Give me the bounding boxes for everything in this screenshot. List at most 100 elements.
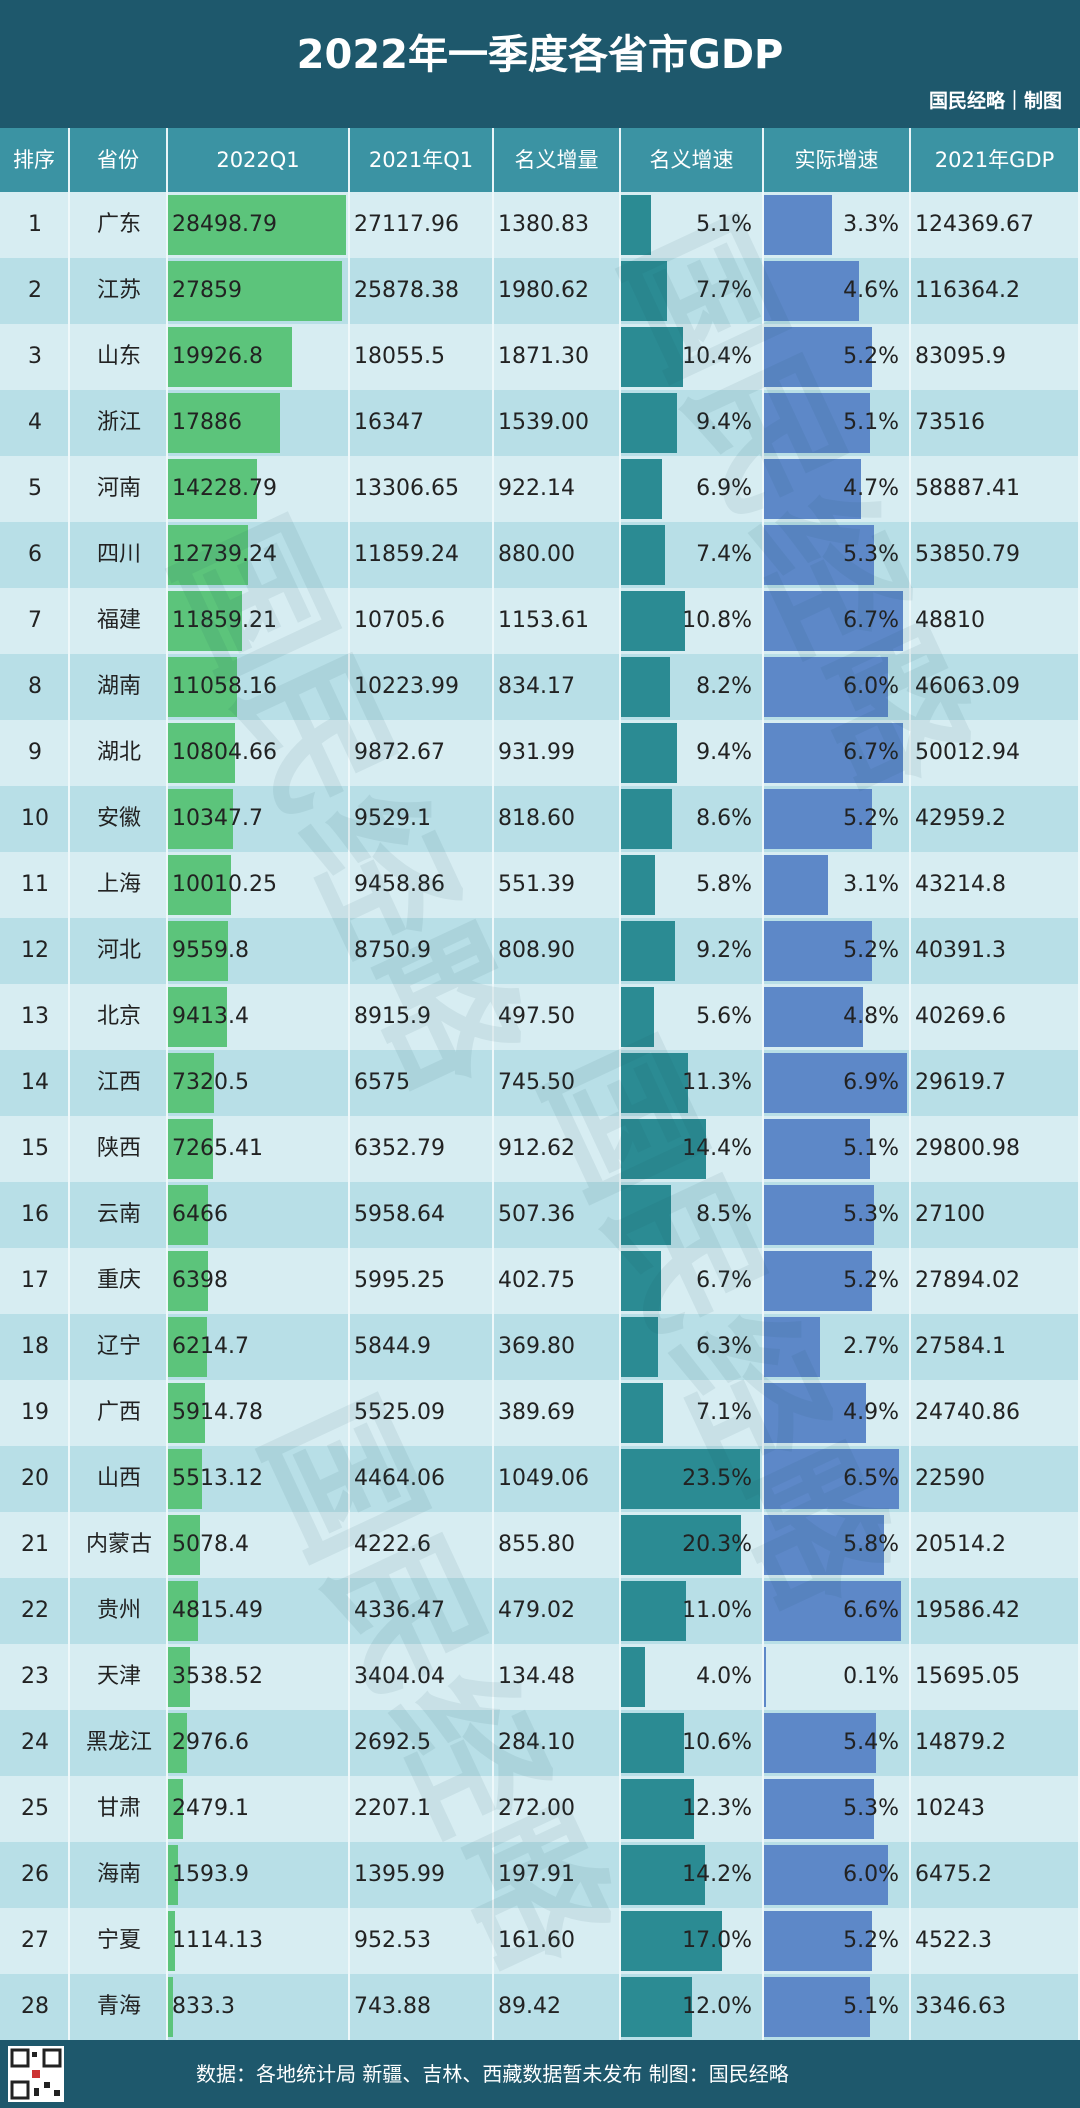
table-cell: 1380.83 [494, 192, 621, 258]
data-bar [764, 1185, 874, 1245]
table-row: 13 北京 9413.4 8915.9 497.50 5.6% 4.8% 40269.6 [0, 984, 1080, 1050]
table-cell: 19586.42 [911, 1578, 1080, 1644]
cell-text: 6.7% [843, 740, 899, 765]
table-cell: 5.3% [764, 1776, 911, 1842]
data-bar [764, 327, 872, 387]
cell-text: 50012.94 [915, 740, 1020, 765]
table-cell: 134.48 [494, 1644, 621, 1710]
table-cell: 5.2% [764, 786, 911, 852]
table-cell: 7 [0, 588, 70, 654]
data-bar [168, 327, 293, 387]
table-cell: 4522.3 [911, 1908, 1080, 1974]
table-cell: 4.8% [764, 984, 911, 1050]
table-cell: 8.6% [621, 786, 764, 852]
cell-text: 天津 [96, 1664, 141, 1689]
table-cell: 湖南 [70, 654, 168, 720]
cell-text: 48810 [915, 608, 985, 633]
cell-text: 134.48 [498, 1664, 575, 1689]
table-cell: 19 [0, 1380, 70, 1446]
cell-text: 25878.38 [354, 278, 459, 303]
table-cell: 6214.7 [168, 1314, 350, 1380]
table-cell: 陕西 [70, 1116, 168, 1182]
cell-text: 14.4% [682, 1136, 752, 1161]
table-cell: 19926.8 [168, 324, 350, 390]
cell-text: 53850.79 [915, 542, 1020, 567]
cell-text: 甘肃 [96, 1796, 141, 1821]
table-cell: 1395.99 [350, 1842, 494, 1908]
cell-text: 5.4% [843, 1730, 899, 1755]
cell-text: 5958.64 [354, 1202, 445, 1227]
table-cell: 1153.61 [494, 588, 621, 654]
table-cell: 5078.4 [168, 1512, 350, 1578]
data-bar [168, 1053, 214, 1113]
cell-text: 5.8% [696, 872, 752, 897]
table-cell: 11.0% [621, 1578, 764, 1644]
data-bar [621, 657, 670, 717]
data-bar [621, 1911, 722, 1971]
table-cell: 6398 [168, 1248, 350, 1314]
cell-text: 27 [21, 1928, 49, 1953]
table-cell: 5.8% [621, 852, 764, 918]
cell-text: 29800.98 [915, 1136, 1020, 1161]
table-cell: 855.80 [494, 1512, 621, 1578]
brand: 国民经略｜制图 [928, 90, 1062, 112]
data-bar [621, 1251, 661, 1311]
cell-text: 8750.9 [354, 938, 431, 963]
data-bar [764, 855, 829, 915]
table-cell: 7.4% [621, 522, 764, 588]
table-cell: 1 [0, 192, 70, 258]
cell-text: 江西 [96, 1070, 141, 1095]
table-cell: 40391.3 [911, 918, 1080, 984]
table-cell: 20514.2 [911, 1512, 1080, 1578]
table-cell: 834.17 [494, 654, 621, 720]
cell-text: 6.7% [696, 1268, 752, 1293]
table-cell: 880.00 [494, 522, 621, 588]
cell-text: 4.9% [843, 1400, 899, 1425]
table-cell: 5513.12 [168, 1446, 350, 1512]
table-cell: 3346.63 [911, 1974, 1080, 2040]
table-cell: 4.9% [764, 1380, 911, 1446]
data-bar [764, 1845, 889, 1905]
table-row: 17 重庆 6398 5995.25 402.75 6.7% 5.2% 27894.02 [0, 1248, 1080, 1314]
table-cell: 5958.64 [350, 1182, 494, 1248]
data-bar [621, 327, 683, 387]
table-cell: 11859.21 [168, 588, 350, 654]
data-bar [764, 921, 872, 981]
table-cell: 497.50 [494, 984, 621, 1050]
cell-text: 3538.52 [172, 1664, 263, 1689]
cell-text: 5513.12 [172, 1466, 263, 1491]
cell-text: 29619.7 [915, 1070, 1006, 1095]
cell-text: 10705.6 [354, 608, 445, 633]
table-cell: 10010.25 [168, 852, 350, 918]
data-bar [621, 591, 685, 651]
table-cell: 青海 [70, 1974, 168, 2040]
table-cell: 9.2% [621, 918, 764, 984]
cell-text: 6214.7 [172, 1334, 249, 1359]
cell-text: 25 [21, 1796, 49, 1821]
table-cell: 25878.38 [350, 258, 494, 324]
table-cell: 3404.04 [350, 1644, 494, 1710]
data-bar [621, 987, 655, 1047]
table-cell: 27117.96 [350, 192, 494, 258]
data-bar [168, 195, 346, 255]
table-cell: 1980.62 [494, 258, 621, 324]
data-bar [764, 591, 903, 651]
cell-text: 1 [28, 212, 42, 237]
data-bar [764, 1911, 872, 1971]
cell-text: 5.2% [843, 806, 899, 831]
table-cell: 10347.7 [168, 786, 350, 852]
data-bar [621, 525, 665, 585]
table-cell: 4 [0, 390, 70, 456]
cell-text: 6575 [354, 1070, 410, 1095]
data-bar [764, 789, 872, 849]
cell-text: 湖南 [96, 674, 141, 699]
cell-text: 10.6% [682, 1730, 752, 1755]
cell-text: 7.7% [696, 278, 752, 303]
table-cell: 江苏 [70, 258, 168, 324]
cell-text: 89.42 [498, 1994, 561, 2019]
data-bar [764, 1515, 885, 1575]
table-cell: 河北 [70, 918, 168, 984]
cell-text: 24 [21, 1730, 49, 1755]
data-bar [621, 1779, 694, 1839]
table-cell: 山东 [70, 324, 168, 390]
